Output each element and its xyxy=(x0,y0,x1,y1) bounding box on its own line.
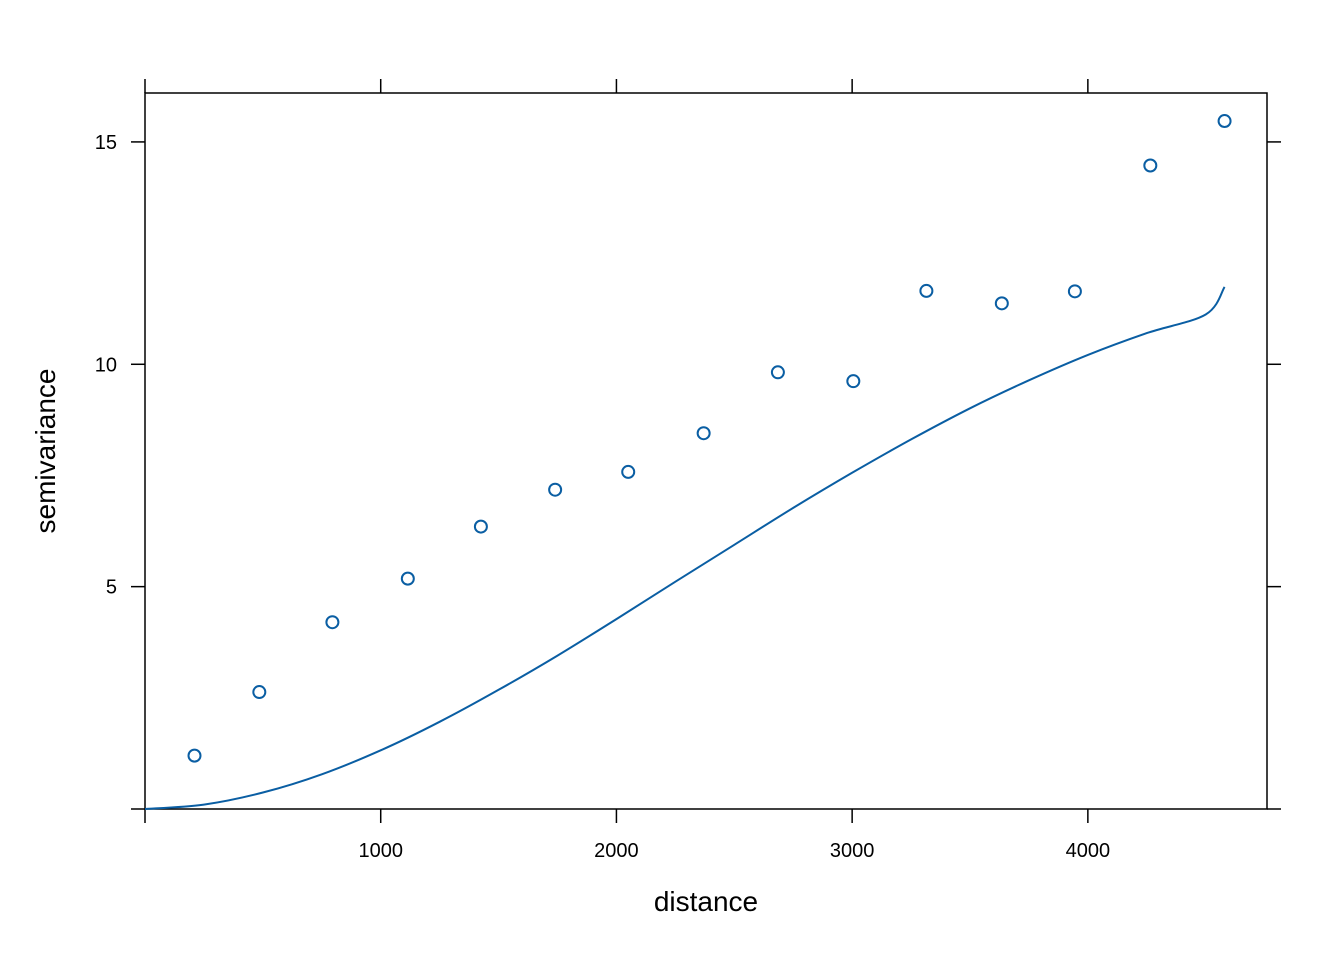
x-tick-label: 3000 xyxy=(830,840,875,862)
data-point xyxy=(846,374,861,389)
data-point xyxy=(1143,158,1158,173)
data-point xyxy=(770,365,785,380)
data-point xyxy=(1217,114,1232,129)
y-tick-label: 10 xyxy=(95,354,117,376)
data-point xyxy=(473,519,488,534)
data-point xyxy=(400,571,415,586)
data-point xyxy=(325,615,340,630)
data-point xyxy=(919,283,934,298)
data-point xyxy=(621,464,636,479)
x-tick-label: 1000 xyxy=(358,840,403,862)
data-point xyxy=(994,296,1009,311)
tick-labels: 1000 2000 3000 4000 5 10 15 xyxy=(95,132,1110,862)
y-axis-label: semivariance xyxy=(30,369,61,534)
data-point xyxy=(1067,284,1082,299)
axis-ticks xyxy=(131,79,1281,823)
fitted-curve xyxy=(144,286,1226,810)
y-tick-label: 15 xyxy=(95,132,117,154)
plot-frame xyxy=(144,92,1268,810)
x-axis-label: distance xyxy=(654,886,758,917)
data-point xyxy=(696,426,711,441)
y-tick-label: 5 xyxy=(106,577,117,599)
fitted-curve-layer xyxy=(144,286,1226,810)
data-point xyxy=(252,685,267,700)
data-point xyxy=(187,748,202,763)
points-layer xyxy=(187,114,1232,763)
x-tick-label: 4000 xyxy=(1066,840,1111,862)
data-point xyxy=(548,482,563,497)
x-tick-label: 2000 xyxy=(594,840,639,862)
